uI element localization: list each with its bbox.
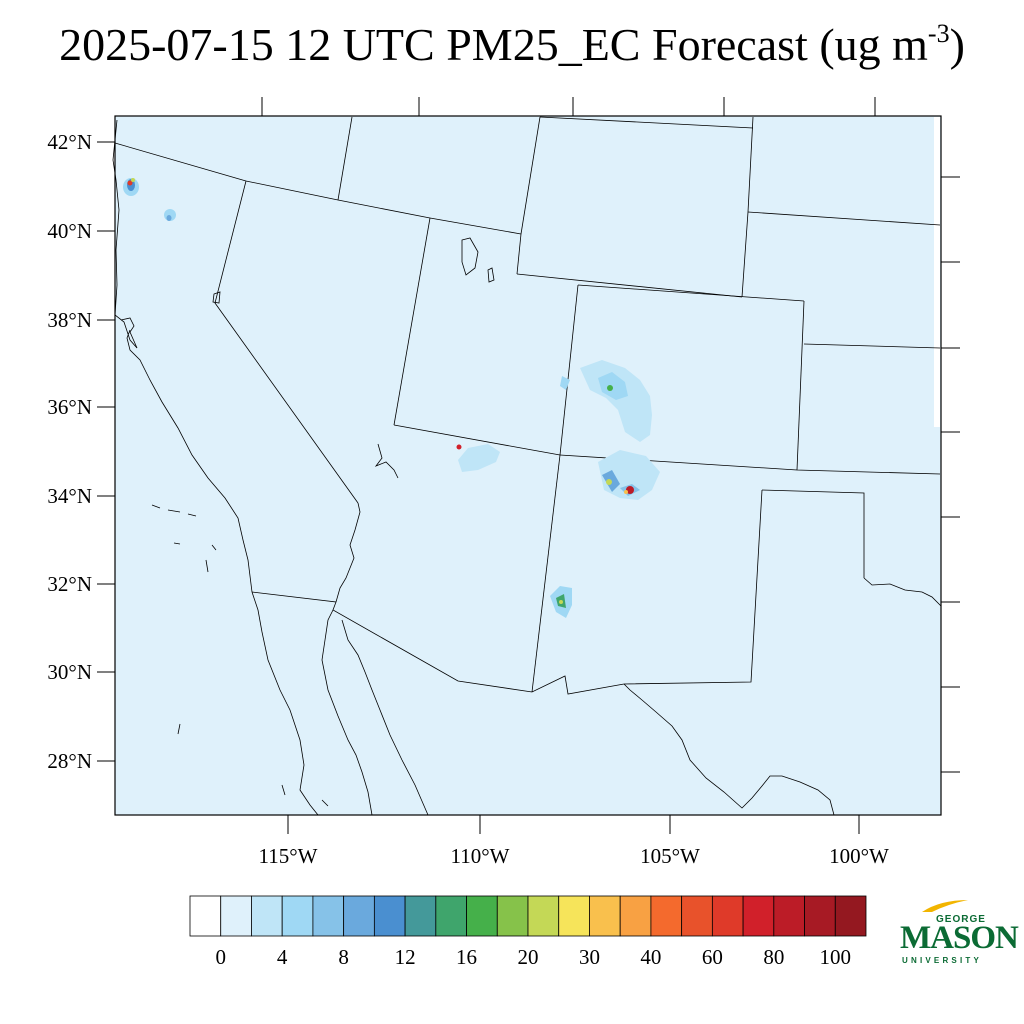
colorbar-swatch: [619, 895, 652, 937]
sf-bay: [120, 317, 138, 349]
colorbar-swatch: [435, 895, 467, 937]
logo-university: UNIVERSITY: [902, 956, 983, 965]
colorbar-swatch: [373, 895, 406, 937]
colorbar-label: 12: [395, 945, 416, 969]
colorbar-swatch: [220, 895, 252, 937]
colorbar-swatch: [711, 895, 744, 937]
colorbar-swatch: [527, 895, 560, 937]
lat-label-36: 36°N: [47, 395, 92, 419]
plume-arizona: [456, 444, 500, 472]
colorbar-swatch: [404, 895, 437, 937]
colorbar-swatch: [281, 895, 314, 937]
gulf-island: [281, 784, 329, 807]
lat-label-28: 28°N: [47, 749, 92, 773]
lon-label-115: 115°W: [259, 844, 318, 868]
lat-label-34: 34°N: [47, 484, 92, 508]
title-close: ): [949, 19, 965, 70]
logo-george: GEORGE: [936, 914, 986, 925]
state-border-ut-co: [559, 284, 579, 456]
gmu-logo: GEORGE MASON UNIVERSITY: [898, 896, 1019, 976]
state-border-mt-wy: [539, 116, 754, 129]
colorbar-label: 20: [518, 945, 539, 969]
plume-colorado: [560, 360, 652, 442]
concentration-fields: [123, 178, 660, 618]
state-border-ut-ne: [516, 233, 522, 275]
map-title: 2025-07-15 12 UTC PM25_EC Forecast (ug m…: [0, 18, 1024, 71]
colorbar: [189, 895, 867, 937]
colorbar-swatch: [558, 895, 590, 937]
colorbar-swatch: [189, 895, 222, 937]
colorbar-swatch: [496, 895, 529, 937]
state-border-ca-nv: [214, 180, 359, 504]
state-border-co-east: [796, 300, 805, 471]
colorado-river: [335, 443, 399, 603]
colorbar-swatch: [681, 895, 713, 937]
colorbar-label: 30: [579, 945, 600, 969]
latitude-labels: 42°N 40°N 38°N 36°N 34°N 32°N 30°N 28°N: [47, 130, 92, 773]
plume-new-mexico: [598, 450, 660, 500]
boundaries: [112, 116, 942, 816]
state-border-wy-south: [516, 273, 743, 298]
lake-tahoe: [212, 291, 221, 304]
colorbar-swatch: [589, 895, 621, 937]
state-border-sd-ne: [747, 211, 941, 226]
colorbar-label: 40: [640, 945, 661, 969]
colorbar-swatch: [742, 895, 775, 937]
international-border: [251, 591, 625, 695]
colorbar-labels: 0 4 8 12 16 20 30 40 60 80 100: [215, 945, 851, 969]
lat-label-32: 32°N: [47, 572, 92, 596]
state-border-ne-ks: [803, 343, 941, 349]
longitude-labels: 115°W 110°W 105°W 100°W: [259, 844, 890, 868]
state-border-ok-tx: [761, 489, 865, 578]
plume-southern-nm: [550, 586, 572, 618]
baja-coast: [251, 591, 319, 816]
colorbar-label: 100: [820, 945, 852, 969]
title-superscript: -3: [927, 19, 950, 48]
lon-label-110: 110°W: [451, 844, 510, 868]
state-border-ut-az: [393, 424, 561, 456]
lon-label-105: 105°W: [640, 844, 700, 868]
colorbar-swatch: [466, 895, 498, 937]
colorbar-label: 16: [456, 945, 477, 969]
state-border-co-north: [577, 284, 805, 302]
great-salt-lake: [461, 237, 479, 276]
state-border-wy-west: [520, 116, 541, 235]
colorbar-swatch: [343, 895, 375, 937]
colorbar-label: 60: [702, 945, 723, 969]
channel-islands: [151, 504, 217, 735]
axis-ticks: [97, 97, 960, 834]
colorbar-swatch: [251, 895, 283, 937]
lat-label-40: 40°N: [47, 219, 92, 243]
colorbar-label: 4: [277, 945, 288, 969]
state-border-id-wy: [337, 116, 353, 201]
state-border-nm-tx: [623, 489, 763, 685]
colorbar-label: 0: [215, 945, 226, 969]
lat-label-38: 38°N: [47, 308, 92, 332]
colorbar-swatch: [312, 895, 345, 937]
domain-edge: [934, 117, 940, 427]
red-river: [863, 577, 942, 607]
lat-label-42: 42°N: [47, 130, 92, 154]
state-border-ut-west: [393, 217, 431, 426]
utah-lake: [487, 267, 495, 283]
lon-label-100: 100°W: [829, 844, 889, 868]
lat-label-30: 30°N: [47, 660, 92, 684]
state-border-az-nm: [531, 454, 561, 693]
california-coast: [112, 119, 253, 593]
colorbar-label: 8: [338, 945, 349, 969]
colorbar-label: 80: [763, 945, 784, 969]
rio-grande: [623, 683, 835, 816]
gulf-of-california: [321, 609, 429, 816]
colorbar-swatch: [650, 895, 683, 937]
title-text: 2025-07-15 12 UTC PM25_EC Forecast (ug m: [59, 19, 928, 70]
swoosh-icon: [922, 900, 968, 912]
logo-mason: MASON: [900, 920, 1019, 956]
plume-northern-ca: [123, 178, 176, 221]
colorbar-swatch: [773, 895, 805, 937]
colorbar-swatch: [804, 895, 836, 937]
colorbar-swatch: [834, 895, 867, 937]
map-panel: [114, 115, 942, 816]
